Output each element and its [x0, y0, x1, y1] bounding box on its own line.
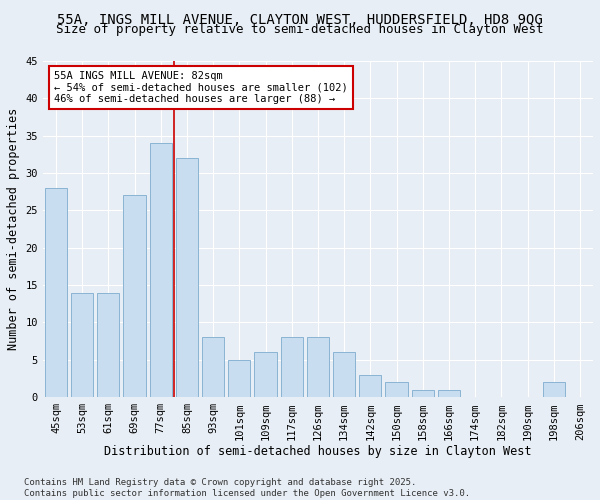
Bar	[333, 352, 355, 397]
Y-axis label: Number of semi-detached properties: Number of semi-detached properties	[7, 108, 20, 350]
Bar	[254, 352, 277, 397]
Bar	[359, 374, 382, 397]
Bar	[176, 158, 198, 397]
X-axis label: Distribution of semi-detached houses by size in Clayton West: Distribution of semi-detached houses by …	[104, 445, 532, 458]
Bar	[202, 338, 224, 397]
Text: 55A INGS MILL AVENUE: 82sqm
← 54% of semi-detached houses are smaller (102)
46% : 55A INGS MILL AVENUE: 82sqm ← 54% of sem…	[54, 71, 347, 104]
Bar	[307, 338, 329, 397]
Bar	[438, 390, 460, 397]
Bar	[281, 338, 303, 397]
Bar	[149, 143, 172, 397]
Bar	[542, 382, 565, 397]
Bar	[124, 196, 146, 397]
Bar	[228, 360, 250, 397]
Text: Size of property relative to semi-detached houses in Clayton West: Size of property relative to semi-detach…	[56, 24, 544, 36]
Text: Contains HM Land Registry data © Crown copyright and database right 2025.
Contai: Contains HM Land Registry data © Crown c…	[24, 478, 470, 498]
Bar	[45, 188, 67, 397]
Bar	[97, 292, 119, 397]
Bar	[412, 390, 434, 397]
Bar	[71, 292, 93, 397]
Bar	[385, 382, 407, 397]
Text: 55A, INGS MILL AVENUE, CLAYTON WEST, HUDDERSFIELD, HD8 9QG: 55A, INGS MILL AVENUE, CLAYTON WEST, HUD…	[57, 12, 543, 26]
